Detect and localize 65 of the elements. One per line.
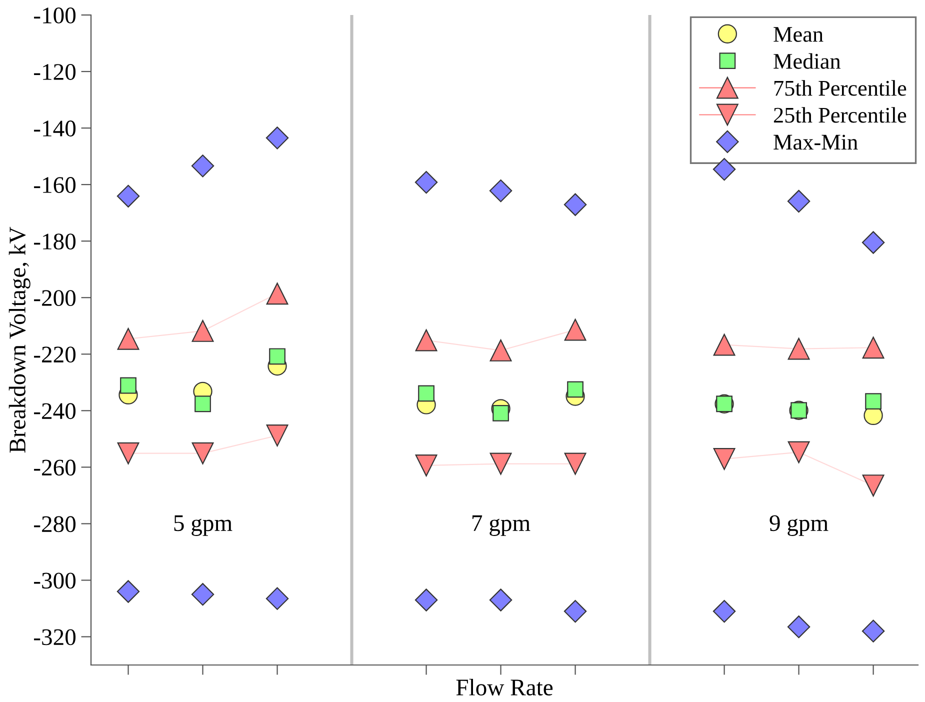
point <box>787 190 810 213</box>
y-tick-label: -300 <box>34 572 76 589</box>
point <box>564 193 587 216</box>
point <box>564 600 587 623</box>
point <box>862 620 885 642</box>
point <box>862 231 885 254</box>
point <box>492 405 509 422</box>
annotation: 5 gpm <box>174 515 232 536</box>
point <box>564 318 586 341</box>
point <box>865 393 882 410</box>
legend-label: Median <box>774 53 841 69</box>
annotation: 9 gpm <box>770 515 828 536</box>
point <box>862 336 884 359</box>
point <box>120 377 136 394</box>
point <box>490 452 512 475</box>
point <box>567 381 584 398</box>
y-tick-label: -200 <box>34 290 76 306</box>
point <box>712 600 736 623</box>
y-tick-label: -260 <box>34 460 76 476</box>
point <box>415 329 438 352</box>
point <box>269 348 286 365</box>
y-tick-label: -280 <box>34 516 76 532</box>
point <box>712 158 736 181</box>
point <box>266 587 289 610</box>
point <box>788 441 810 464</box>
y-tick-label: -120 <box>34 64 76 80</box>
legend-label: Max-Min <box>774 134 858 150</box>
point <box>418 385 434 402</box>
point <box>862 474 884 497</box>
point <box>713 334 736 356</box>
point <box>117 442 140 464</box>
legend-label: Mean <box>774 27 824 42</box>
point <box>489 588 512 612</box>
annotation: 7 gpm <box>472 515 530 536</box>
point <box>787 615 810 638</box>
legend-label: 25th Percentile <box>774 107 906 123</box>
point <box>788 338 810 360</box>
point <box>489 179 512 202</box>
point <box>266 282 288 305</box>
y-tick-label: -100 <box>34 7 76 24</box>
point <box>191 582 214 606</box>
point <box>490 339 512 362</box>
y-tick-label: -320 <box>34 629 76 646</box>
point <box>266 126 289 150</box>
y-tick-label: -220 <box>34 346 76 363</box>
x-axis-title: Flow Rate <box>456 678 553 696</box>
point <box>192 320 214 342</box>
point <box>564 452 586 475</box>
point <box>414 170 438 194</box>
point <box>116 184 140 208</box>
legend-label: 75th Percentile <box>774 80 906 96</box>
point <box>191 154 214 178</box>
point <box>194 396 211 412</box>
point <box>713 448 736 470</box>
y-tick-label: -180 <box>34 234 76 250</box>
point <box>414 588 438 612</box>
point <box>117 328 140 350</box>
y-axis-title: Breakdown Voltage, kV <box>8 226 30 453</box>
y-tick-label: -240 <box>34 403 76 420</box>
point <box>192 442 214 464</box>
y-tick-label: -160 <box>34 177 76 193</box>
point <box>415 454 438 476</box>
y-tick-label: -140 <box>34 120 76 136</box>
point <box>116 580 140 603</box>
point <box>266 424 288 446</box>
